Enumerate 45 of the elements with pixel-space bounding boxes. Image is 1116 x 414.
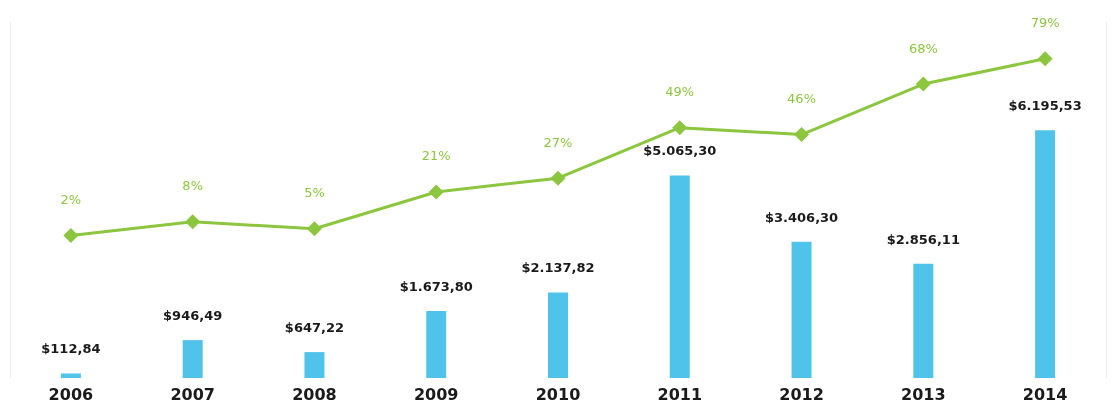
data-label: 8%: [182, 178, 203, 194]
data-label: $946,49: [163, 308, 223, 324]
bar: [60, 373, 81, 378]
bar: [913, 263, 934, 378]
bar: [304, 352, 325, 378]
data-label: $3.406,30: [764, 209, 839, 225]
point: [63, 228, 79, 244]
data-label: 21%: [421, 148, 451, 164]
bar: [182, 340, 203, 378]
point: [672, 120, 688, 136]
bar: [669, 175, 690, 378]
x-tick-label: 2006: [48, 384, 94, 404]
bar: [791, 241, 812, 378]
point: [1037, 51, 1053, 67]
x-tick-label: 2013: [901, 384, 946, 404]
point: [306, 221, 322, 237]
bar: [548, 292, 568, 378]
point: [550, 170, 566, 186]
x-tick-label: 2008: [292, 384, 337, 404]
x-tick-label: 2007: [170, 384, 215, 404]
data-label: $5.065,30: [643, 143, 717, 159]
x-tick-label: 2012: [779, 384, 824, 404]
x-tick-label: 2010: [535, 384, 581, 404]
point: [794, 127, 810, 143]
data-label: 68%: [908, 40, 938, 56]
data-label: $1.673,80: [399, 279, 473, 295]
data-label: $112,84: [41, 341, 101, 357]
data-label: 2%: [60, 192, 82, 208]
data-label: 5%: [304, 185, 325, 201]
data-label: 46%: [787, 91, 817, 107]
x-tick-label: 2011: [657, 384, 703, 404]
data-label: $647,22: [284, 320, 345, 336]
point: [428, 184, 444, 200]
x-tick-label: 2014: [1022, 384, 1068, 404]
data-label: 27%: [543, 134, 573, 150]
x-tick-label: 2009: [413, 384, 459, 404]
data-label: $2.137,82: [521, 260, 595, 276]
bar: [426, 311, 447, 378]
data-label: 79%: [1030, 15, 1060, 31]
data-label: 49%: [665, 84, 695, 100]
bar: [1035, 130, 1056, 378]
point: [915, 76, 931, 92]
point: [185, 214, 201, 230]
data-label: $2.856,11: [886, 231, 960, 247]
data-label: $6.195,53: [1008, 98, 1082, 114]
